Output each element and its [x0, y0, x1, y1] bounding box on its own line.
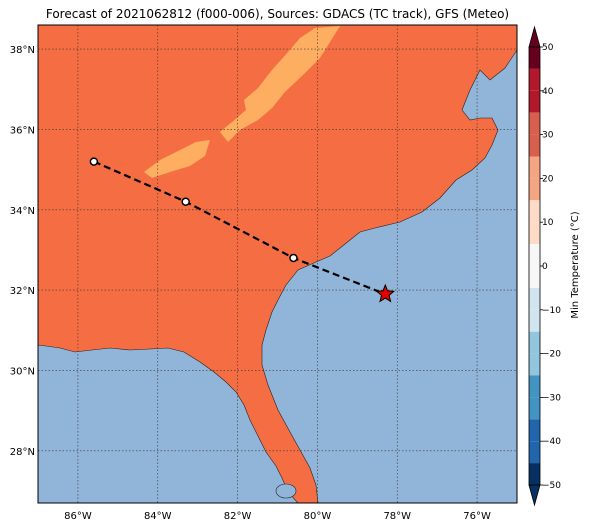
map-plot-area [38, 25, 517, 503]
colorbar-tick-label: 20 [542, 174, 554, 184]
current-position-star [375, 283, 396, 303]
colorbar-max-arrow [528, 25, 541, 48]
colorbar-band [529, 419, 540, 442]
colorbar-band [529, 353, 540, 376]
colorbar-tick-label: 10 [542, 218, 554, 228]
warm-temperature-region [144, 26, 340, 178]
colorbar-band [529, 441, 540, 464]
cyclone-track [89, 157, 396, 303]
graticule-grid [38, 25, 517, 503]
latitude-labels: 38°N 36°N 34°N 32°N 30°N 28°N [10, 45, 35, 458]
longitude-tick-label: 80°W [304, 511, 332, 522]
track-line [93, 160, 386, 296]
colorbar-band [529, 397, 540, 420]
latitude-tick-label: 32°N [10, 286, 35, 297]
track-point-marker [89, 157, 99, 166]
colorbar-tick-label: 40 [542, 87, 554, 97]
latitude-tick-label: 28°N [10, 447, 35, 458]
colorbar-label: Min Temperature (°C) [570, 211, 581, 318]
lake-okeechobee [275, 483, 297, 499]
colorbar-tick-label: −40 [542, 437, 561, 447]
colorbar-band [529, 244, 540, 266]
colorbar-band [529, 463, 540, 485]
colorbar-tick-label: 30 [542, 131, 554, 141]
longitude-tick-label: 78°W [383, 511, 411, 522]
longitude-labels: 86°W 84°W 82°W 80°W 78°W 76°W [64, 511, 491, 522]
colorbar-band [529, 47, 540, 69]
track-point-marker [289, 253, 298, 263]
colorbar-tick-label: −20 [542, 350, 561, 360]
colorbar-band [529, 309, 540, 332]
longitude-tick-label: 84°W [144, 511, 172, 522]
colorbar-band [529, 331, 540, 354]
longitude-tick-label: 76°W [463, 511, 491, 522]
latitude-tick-label: 30°N [10, 366, 35, 377]
map-frame [37, 24, 518, 504]
colorbar-band [529, 375, 540, 398]
colorbar-tick-label: −10 [542, 306, 561, 316]
colorbar-min-arrow [528, 484, 541, 507]
colorbar-band [529, 90, 540, 113]
colorbar-band [529, 266, 540, 288]
colorbar-band [529, 287, 540, 310]
colorbar-band [529, 178, 540, 201]
latitude-tick-label: 34°N [10, 206, 35, 217]
colorbar-band [529, 112, 540, 135]
colorbar: 50 40 30 20 10 0 −10 −20 −30 −40 −50 [528, 25, 561, 507]
colorbar-band [529, 68, 540, 91]
latitude-tick-label: 38°N [10, 45, 35, 56]
track-point-marker [181, 197, 190, 206]
colorbar-tick-label: −50 [542, 481, 561, 491]
colorbar-band [529, 222, 540, 245]
longitude-tick-label: 82°W [224, 511, 252, 522]
colorbar-band [529, 156, 540, 179]
colorbar-band [529, 200, 540, 223]
map-title: Forecast of 2021062812 (f000-006), Sourc… [45, 7, 510, 21]
colorbar-tick-label: 0 [542, 262, 548, 272]
longitude-tick-label: 86°W [64, 511, 92, 522]
colorbar-band [529, 134, 540, 157]
colorbar-tick-label: 50 [542, 43, 554, 53]
colorbar-tick-label: −30 [542, 393, 561, 403]
latitude-tick-label: 36°N [10, 125, 35, 136]
